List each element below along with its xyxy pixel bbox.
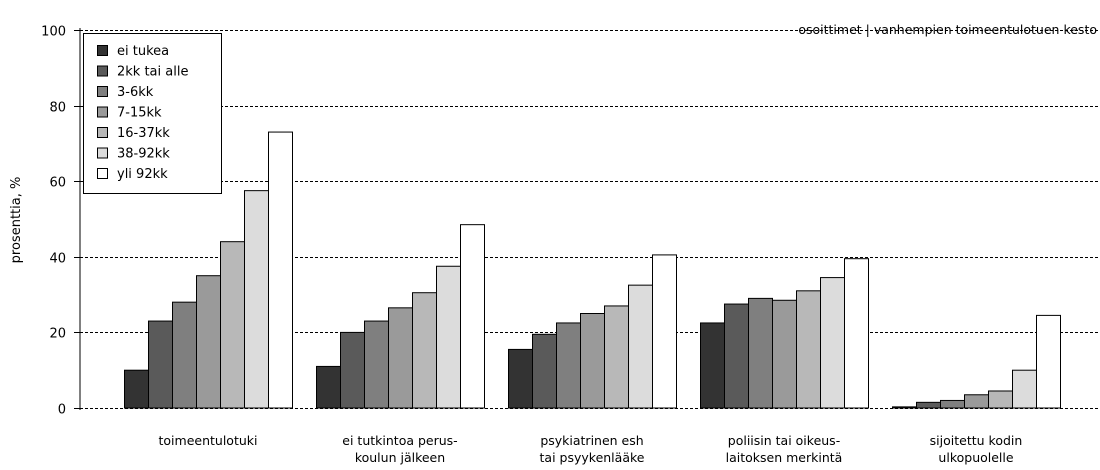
- x-tick-label: psykiatrinen esh: [540, 433, 643, 448]
- bar-group: [700, 258, 869, 409]
- bar: [700, 322, 725, 409]
- bar-group: [892, 314, 1061, 409]
- bar: [604, 305, 629, 409]
- bar-group: [316, 224, 485, 409]
- x-tick-label: ulkopuolelle: [938, 450, 1013, 465]
- bar-group: [124, 131, 293, 409]
- x-tick-label: poliisin tai oikeus-: [728, 433, 840, 448]
- bar: [796, 290, 821, 409]
- bar: [340, 331, 365, 409]
- y-tick-label: 40: [49, 252, 66, 267]
- bar: [1036, 314, 1061, 409]
- y-tick-label: 20: [49, 327, 66, 342]
- bar: [124, 369, 149, 409]
- legend-swatch: [97, 147, 108, 159]
- legend-swatch: [97, 86, 108, 97]
- y-tick-label: 0: [58, 403, 66, 418]
- legend-swatch: [97, 45, 108, 56]
- bar: [316, 365, 341, 409]
- x-tick-label: ei tutkintoa perus-: [342, 433, 457, 448]
- y-axis: 0 20 40 60 80 100: [41, 25, 81, 418]
- legend-swatch: [97, 65, 108, 77]
- bar: [436, 265, 461, 409]
- bar: [628, 284, 653, 409]
- x-axis-labels: toimeentulotuki ei tutkintoa perus-koulun…: [159, 433, 1023, 465]
- x-tick-label: toimeentulotuki: [159, 433, 258, 448]
- bar: [724, 303, 749, 409]
- legend-label: yli 92kk: [117, 167, 168, 182]
- legend-label: ei tukea: [117, 44, 169, 59]
- bar: [844, 258, 869, 409]
- legend: ei tukea 2kk tai alle 3-6kk 7-15kk 16-37kk 38…: [83, 33, 222, 194]
- legend-label: 3-6kk: [117, 85, 154, 100]
- x-tick-label: tai psyykenlääke: [540, 450, 645, 465]
- bars: [124, 131, 1061, 409]
- legend-label: 2kk tai alle: [117, 65, 188, 80]
- legend-label: 38-92kk: [117, 147, 170, 162]
- bar: [412, 292, 437, 409]
- bar: [940, 399, 965, 409]
- bar: [244, 190, 269, 409]
- bar: [364, 320, 389, 409]
- legend-swatch: [97, 168, 108, 179]
- bar: [532, 333, 557, 409]
- legend-swatch: [97, 127, 108, 138]
- bar: [892, 406, 917, 409]
- bar: [964, 394, 989, 409]
- y-axis-label: prosenttia, %: [9, 177, 24, 264]
- x-tick-label: koulun jälkeen: [355, 450, 445, 465]
- bar: [196, 275, 221, 409]
- bar: [772, 299, 797, 409]
- bar: [916, 401, 941, 409]
- bar: [748, 297, 773, 409]
- legend-label: 7-15kk: [117, 106, 162, 121]
- legend-label: 16-37kk: [117, 126, 170, 141]
- bar: [508, 348, 533, 409]
- bar: [1012, 369, 1037, 409]
- bar: [388, 307, 413, 409]
- bar: [556, 322, 581, 409]
- bar: [820, 277, 845, 409]
- bar: [172, 301, 197, 409]
- y-tick-label: 60: [49, 176, 66, 191]
- x-tick-label: sijoitettu kodin: [930, 433, 1023, 448]
- legend-swatch: [97, 106, 108, 118]
- bar: [580, 313, 605, 409]
- bar: [988, 390, 1013, 409]
- chart-annotation: osoittimet | vanhempien toimeentulotuen …: [798, 22, 1097, 37]
- y-tick-label: 100: [41, 25, 66, 40]
- bar: [220, 241, 245, 409]
- bar: [268, 131, 293, 409]
- bar: [460, 224, 485, 409]
- bar: [652, 254, 677, 409]
- bar-group: [508, 254, 677, 409]
- y-tick-label: 80: [49, 101, 66, 116]
- x-tick-label: laitoksen merkintä: [726, 450, 843, 465]
- bar: [148, 320, 173, 409]
